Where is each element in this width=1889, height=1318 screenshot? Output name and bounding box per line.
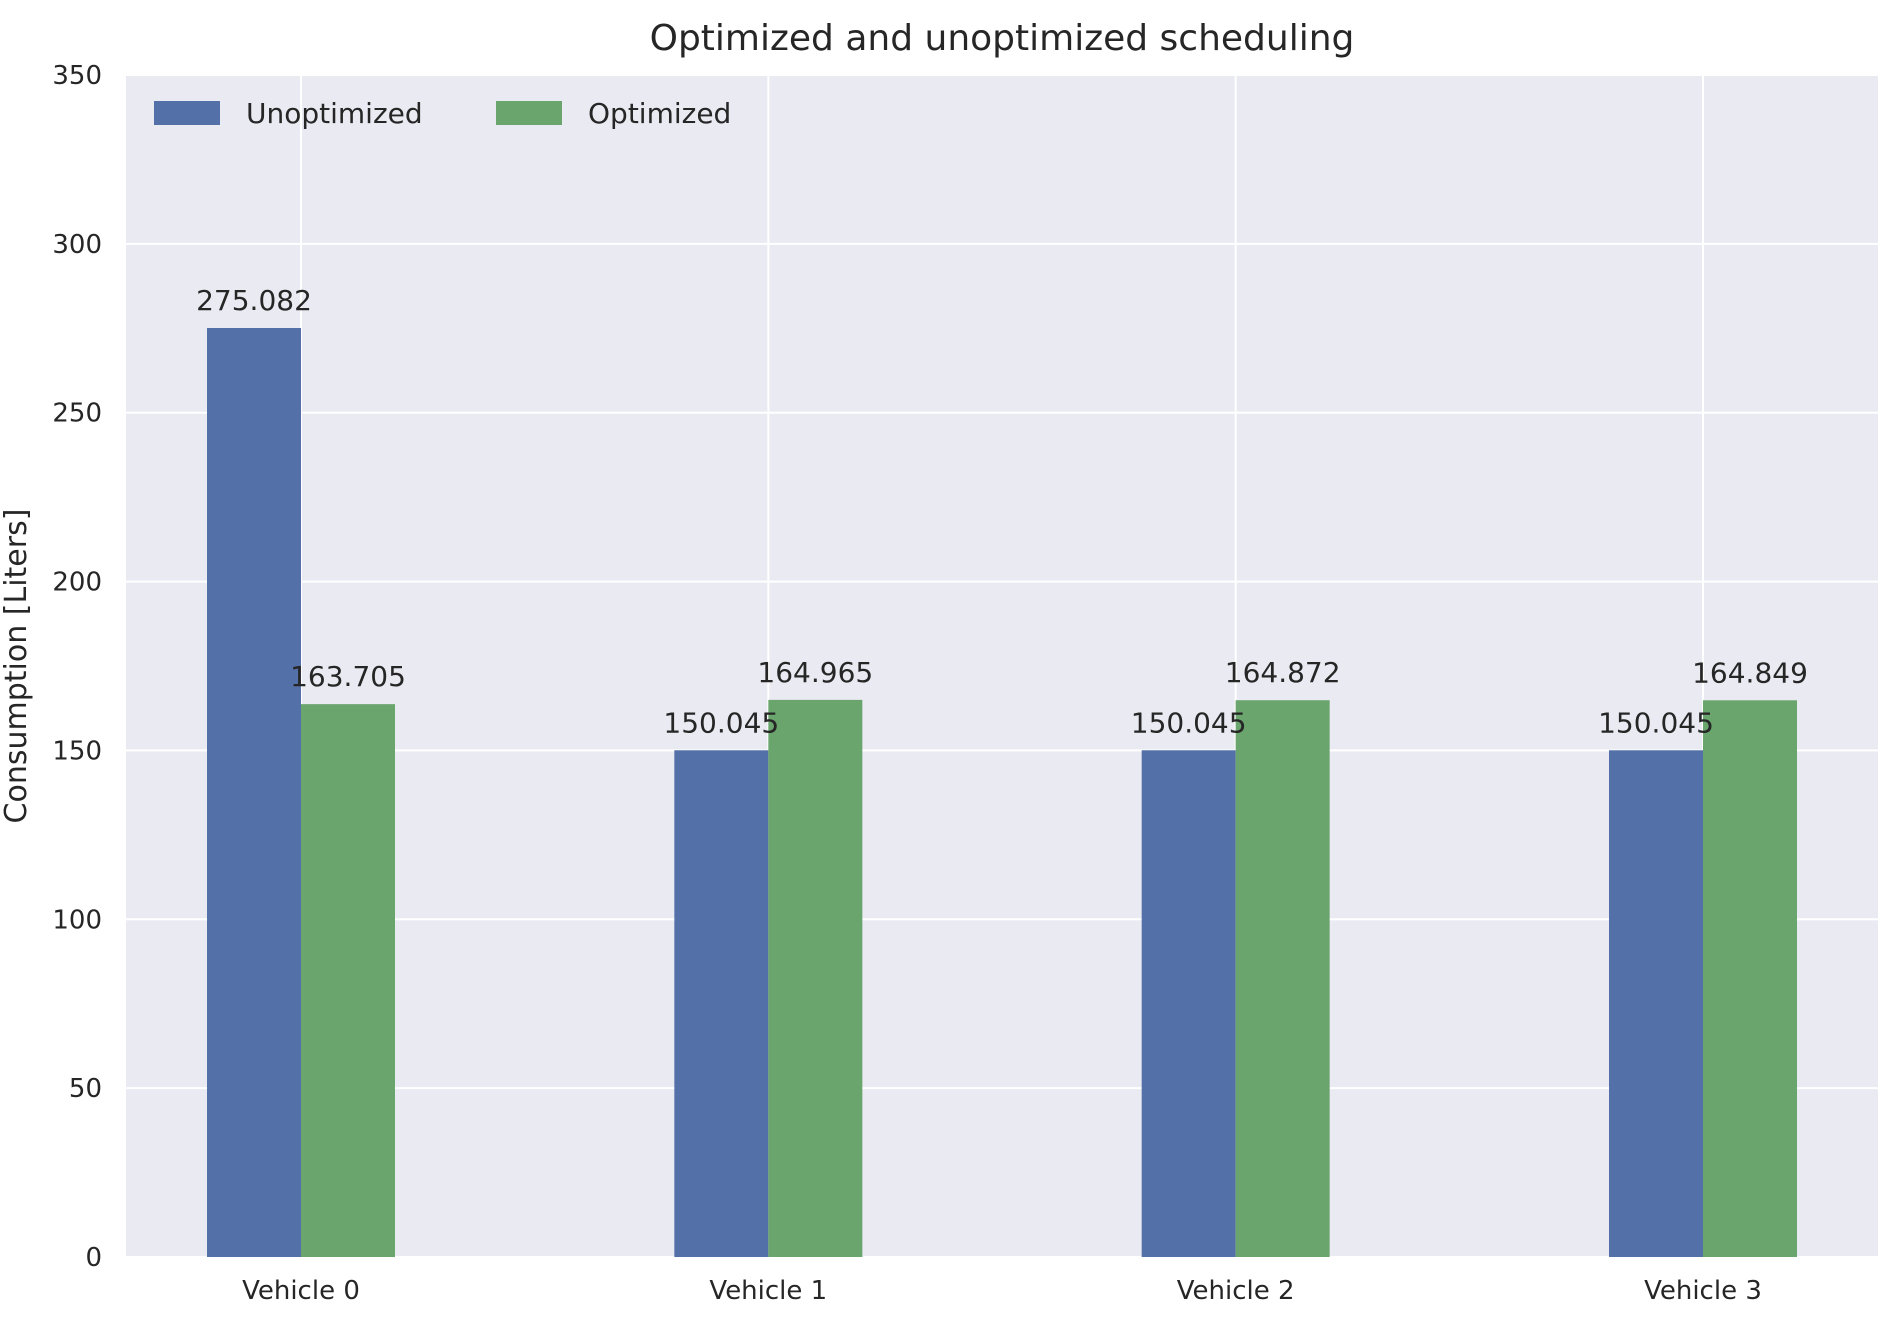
data-label-unoptimized-1: 150.045 xyxy=(663,706,779,739)
legend-swatch-unoptimized xyxy=(154,101,220,125)
legend: Unoptimized Optimized xyxy=(154,97,731,130)
legend-swatch-optimized xyxy=(496,101,562,125)
y-tick-label: 150 xyxy=(52,736,102,766)
plot-area xyxy=(126,75,1878,1257)
bar-optimized-2 xyxy=(1235,700,1330,1257)
legend-label-unoptimized: Unoptimized xyxy=(246,97,423,130)
bars xyxy=(207,328,1797,1257)
bar-optimized-1 xyxy=(768,699,863,1257)
bar-optimized-0 xyxy=(301,704,395,1257)
y-tick-label: 200 xyxy=(52,568,102,598)
chart-title: Optimized and unoptimized scheduling xyxy=(650,18,1355,59)
bar-unoptimized-2 xyxy=(1141,750,1236,1257)
data-labels: 275.082 150.045 150.045 150.045 163.705 164.9… xyxy=(196,284,1808,739)
bar-unoptimized-3 xyxy=(1609,750,1703,1257)
y-axis-label: Consumption [Liters] xyxy=(0,509,34,824)
data-label-optimized-3: 164.849 xyxy=(1692,656,1808,689)
data-label-unoptimized-3: 150.045 xyxy=(1598,706,1714,739)
data-label-unoptimized-2: 150.045 xyxy=(1131,706,1247,739)
data-label-optimized-2: 164.872 xyxy=(1225,656,1341,689)
y-tick-label: 250 xyxy=(52,399,102,429)
x-tick-label: Vehicle 3 xyxy=(1644,1276,1762,1306)
y-tick-label: 350 xyxy=(52,61,102,91)
x-tick-label: Vehicle 1 xyxy=(709,1276,827,1306)
bar-unoptimized-0 xyxy=(207,328,301,1257)
y-tick-label: 300 xyxy=(52,230,102,260)
x-tick-label: Vehicle 0 xyxy=(242,1276,360,1306)
legend-label-optimized: Optimized xyxy=(588,97,731,130)
x-tick-label: Vehicle 2 xyxy=(1177,1276,1295,1306)
bar-optimized-3 xyxy=(1703,700,1797,1257)
x-tick-labels: Vehicle 0 Vehicle 1 Vehicle 2 Vehicle 3 xyxy=(242,1276,1762,1306)
data-label-optimized-0: 163.705 xyxy=(290,660,406,693)
y-tick-labels: 0 50 100 150 200 250 300 350 xyxy=(52,61,102,1273)
y-tick-label: 100 xyxy=(52,905,102,935)
bar-unoptimized-1 xyxy=(674,750,769,1257)
data-label-unoptimized-0: 275.082 xyxy=(196,284,312,317)
y-tick-label: 50 xyxy=(69,1074,102,1104)
data-label-optimized-1: 164.965 xyxy=(757,656,873,689)
y-tick-label: 0 xyxy=(85,1243,102,1273)
